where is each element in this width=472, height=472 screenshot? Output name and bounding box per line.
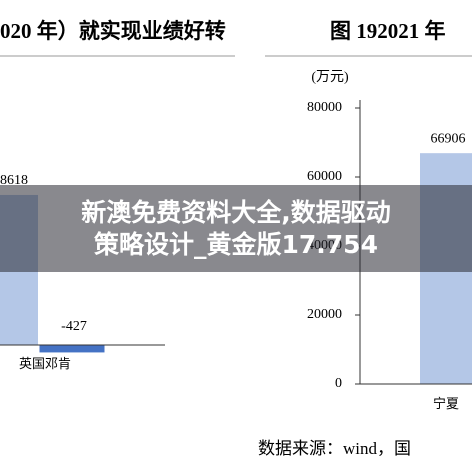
x-tick-label: 宁夏 — [433, 396, 459, 411]
y-tick-label: 0 — [335, 376, 342, 391]
y-tick-label: 20000 — [307, 307, 342, 322]
y-axis-label: (万元) — [311, 70, 349, 85]
data-label: 8618 — [0, 173, 28, 188]
right-title: 图 192021 年 — [330, 19, 446, 43]
source: 数据来源：wind，国 — [258, 439, 411, 458]
y-tick-label: 80000 — [307, 100, 342, 115]
overlay-line: 新澳免费资料大全,数据驱动 — [81, 198, 391, 227]
bar — [39, 344, 105, 353]
left-title: 020 年）就实现业绩好转 — [0, 19, 226, 43]
data-label: 66906 — [431, 131, 466, 146]
y-tick-label: 60000 — [307, 169, 342, 184]
overlay-line: 策略设计_黄金版17.754 — [94, 230, 378, 259]
data-label: -427 — [61, 319, 87, 334]
overlay-band — [0, 185, 472, 272]
x-tick-label: 英国邓肯 — [19, 356, 71, 371]
